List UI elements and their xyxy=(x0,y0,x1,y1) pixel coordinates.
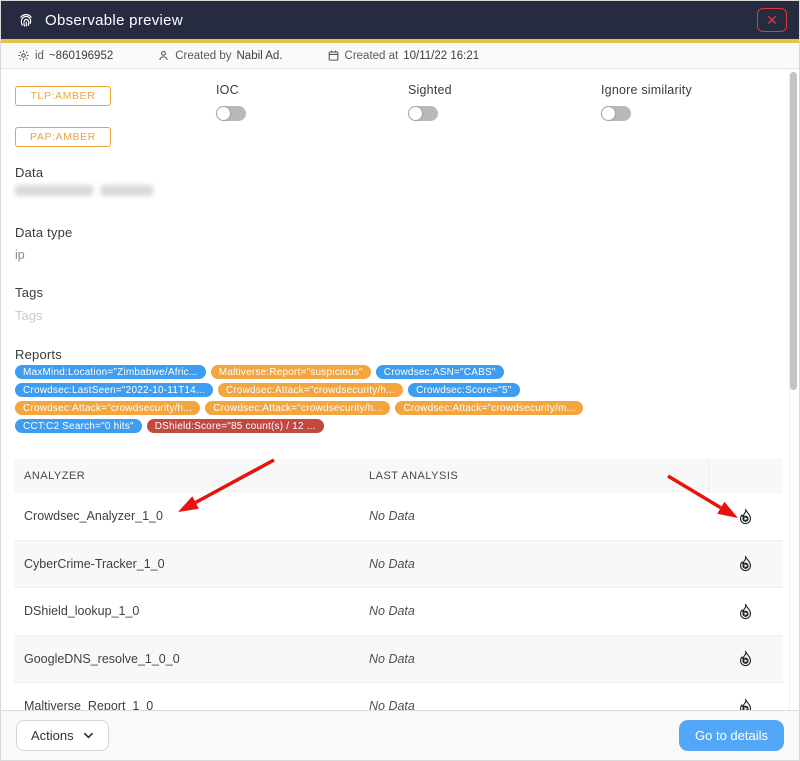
reports-label: Reports xyxy=(15,347,62,362)
actions-button-label: Actions xyxy=(31,728,74,743)
scrollbar-thumb[interactable] xyxy=(790,72,797,390)
report-chip[interactable]: Crowdsec:ASN="CABS" xyxy=(375,365,504,379)
id-value: ~860196952 xyxy=(48,49,114,62)
tlp-badge: TLP:AMBER xyxy=(15,86,111,106)
toggle-knob xyxy=(602,107,615,120)
last-analysis-value: No Data xyxy=(369,509,415,524)
run-analyzer-fire-icon[interactable] xyxy=(737,508,754,525)
modal-footer: Actions Go to details xyxy=(1,710,799,760)
analyzer-name: Crowdsec_Analyzer_1_0 xyxy=(24,509,163,524)
modal-header: Observable preview ✕ xyxy=(1,1,799,39)
accent-divider xyxy=(1,39,799,43)
reports-chips: MaxMind:Location="Zimbabwe/Afric... Malti… xyxy=(15,365,675,433)
observable-id: id ~860196952 xyxy=(17,49,113,62)
run-analyzer-fire-icon[interactable] xyxy=(737,698,754,710)
report-chip[interactable]: Maltiverse:Report="suspicious" xyxy=(210,365,371,379)
report-chip[interactable]: Crowdsec:Attack="crowdsecurity/m... xyxy=(395,401,584,415)
created-by: Created by Nabil Ad. xyxy=(157,49,283,62)
ignore-similarity-toggle-group: Ignore similarity xyxy=(601,83,771,121)
modal-title: Observable preview xyxy=(45,11,183,29)
last-analysis-value: No Data xyxy=(369,699,415,710)
ignore-similarity-label: Ignore similarity xyxy=(601,83,692,97)
tags-input[interactable]: Tags xyxy=(15,308,43,323)
analyzer-name: DShield_lookup_1_0 xyxy=(24,604,140,619)
created-by-value: Nabil Ad. xyxy=(236,49,283,62)
created-at: Created at 10/11/22 16:21 xyxy=(327,49,480,62)
created-at-value: 10/11/22 16:21 xyxy=(403,49,480,62)
pap-badge: PAP:AMBER xyxy=(15,127,111,147)
toggle-knob xyxy=(217,107,230,120)
sighted-toggle[interactable] xyxy=(408,106,438,121)
id-label: id xyxy=(35,49,44,62)
analyzer-name: CyberCrime-Tracker_1_0 xyxy=(24,556,165,571)
table-header-row: ANALYZER LAST ANALYSIS xyxy=(14,459,783,493)
report-chip[interactable]: Crowdsec:Attack="crowdsecurity/h... xyxy=(217,383,404,397)
chevron-down-icon xyxy=(83,730,94,741)
actions-button[interactable]: Actions xyxy=(16,720,109,751)
modal-body: TLP:AMBER PAP:AMBER IOC Sighted Ignore s… xyxy=(1,69,799,710)
run-analyzer-fire-icon[interactable] xyxy=(737,650,754,667)
user-icon xyxy=(157,49,170,62)
calendar-icon xyxy=(327,49,340,62)
data-type-value: ip xyxy=(15,248,25,262)
table-row: Maltiverse_Report_1_0 No Data xyxy=(14,683,783,710)
created-by-label: Created by xyxy=(175,49,232,62)
report-chip[interactable]: Crowdsec:Score="5" xyxy=(408,383,520,397)
sighted-label: Sighted xyxy=(408,83,452,97)
ioc-toggle[interactable] xyxy=(216,106,246,121)
analyzers-table: ANALYZER LAST ANALYSIS Crowdsec_Analyzer… xyxy=(14,459,783,710)
data-label: Data xyxy=(15,165,44,180)
report-chip[interactable]: Crowdsec:Attack="crowdsecurity/h... xyxy=(15,401,201,415)
table-row: DShield_lookup_1_0 No Data xyxy=(14,588,783,636)
table-row: CyberCrime-Tracker_1_0 No Data xyxy=(14,540,783,588)
tags-label: Tags xyxy=(15,285,44,300)
fingerprint-icon xyxy=(17,11,35,29)
last-analysis-value: No Data xyxy=(369,556,415,571)
close-button[interactable]: ✕ xyxy=(757,8,787,32)
data-type-label: Data type xyxy=(15,225,73,240)
go-to-details-button[interactable]: Go to details xyxy=(679,720,784,751)
scrollbar-track[interactable] xyxy=(789,69,798,710)
sighted-toggle-group: Sighted xyxy=(408,83,578,121)
ioc-toggle-group: IOC xyxy=(216,83,386,121)
report-chip[interactable]: CCT:C2 Search="0 hits" xyxy=(15,419,142,433)
report-chip[interactable]: MaxMind:Location="Zimbabwe/Afric... xyxy=(15,365,206,379)
meta-bar: id ~860196952 Created by Nabil Ad. Creat… xyxy=(1,43,799,69)
toggle-knob xyxy=(409,107,422,120)
table-row: Crowdsec_Analyzer_1_0 No Data xyxy=(14,493,783,541)
last-analysis-value: No Data xyxy=(369,651,415,666)
analyzer-name: Maltiverse_Report_1_0 xyxy=(24,699,154,710)
table-body: Crowdsec_Analyzer_1_0 No Data CyberCrime… xyxy=(14,493,783,710)
run-analyzer-fire-icon[interactable] xyxy=(737,603,754,620)
report-chip[interactable]: Crowdsec:Attack="crowdsecurity/h... xyxy=(205,401,391,415)
actions-column-header xyxy=(708,459,783,493)
analyzer-name: GoogleDNS_resolve_1_0_0 xyxy=(24,651,180,666)
last-analysis-column-header: LAST ANALYSIS xyxy=(369,470,459,482)
ignore-similarity-toggle[interactable] xyxy=(601,106,631,121)
close-icon: ✕ xyxy=(766,12,778,28)
data-value-redacted xyxy=(15,185,153,196)
ioc-label: IOC xyxy=(216,83,239,97)
run-analyzer-fire-icon[interactable] xyxy=(737,555,754,572)
gear-icon xyxy=(17,49,30,62)
report-chip[interactable]: Crowdsec:LastSeen="2022-10-11T14... xyxy=(15,383,213,397)
report-chip[interactable]: DShield:Score="85 count(s) / 12 ... xyxy=(146,419,324,433)
created-at-label: Created at xyxy=(344,49,399,62)
table-row: GoogleDNS_resolve_1_0_0 No Data xyxy=(14,635,783,683)
last-analysis-value: No Data xyxy=(369,604,415,619)
analyzer-column-header: ANALYZER xyxy=(24,470,86,482)
